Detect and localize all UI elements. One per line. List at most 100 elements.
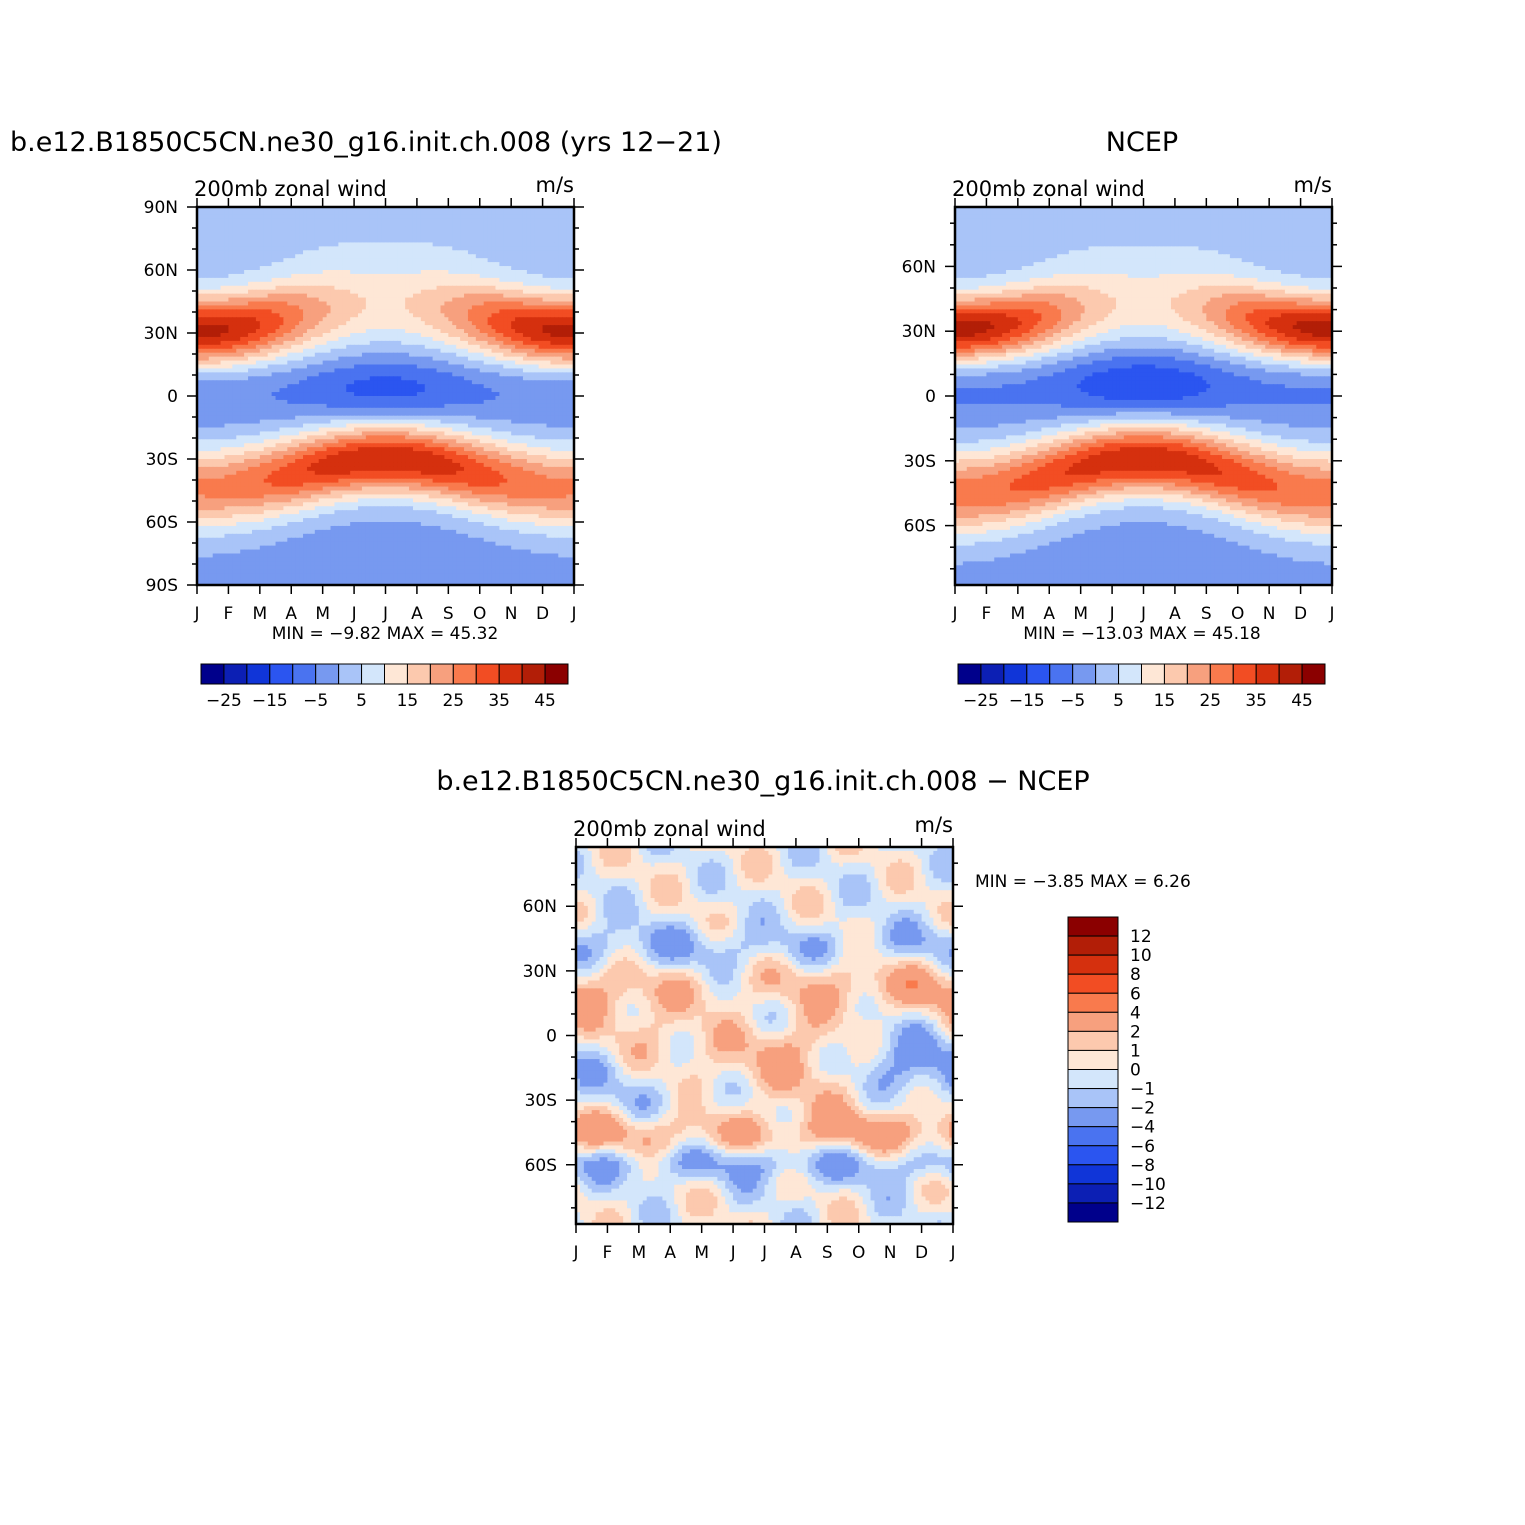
- contour-cell: [530, 348, 536, 354]
- contour-cell: [361, 258, 367, 263]
- contour-cell: [377, 305, 383, 310]
- contour-cell: [479, 262, 485, 267]
- contour-cell: [275, 403, 281, 409]
- contour-cell: [369, 399, 375, 405]
- contour-cell: [216, 230, 222, 236]
- contour-cell: [464, 301, 469, 307]
- contour-cell: [562, 313, 567, 318]
- contour-cell: [467, 368, 473, 373]
- contour-cell: [401, 352, 406, 358]
- contour-cell: [487, 372, 493, 377]
- contour-cell: [220, 242, 226, 247]
- contour-cell: [275, 242, 281, 247]
- contour-cell: [200, 309, 206, 314]
- contour-cell: [467, 289, 473, 295]
- contour-cell: [546, 407, 552, 413]
- contour-cell: [416, 356, 422, 362]
- contour-cell: [566, 214, 571, 220]
- contour-cell: [236, 403, 241, 409]
- contour-cell: [479, 254, 485, 259]
- contour-cell: [358, 317, 363, 322]
- contour-cell: [436, 297, 442, 303]
- contour-cell: [507, 360, 512, 366]
- contour-cell: [310, 380, 316, 385]
- contour-cell: [232, 281, 237, 287]
- contour-cell: [424, 399, 430, 405]
- contour-cell: [483, 301, 489, 307]
- contour-cell: [240, 380, 245, 385]
- contour-cell: [570, 234, 574, 240]
- contour-cell: [275, 396, 281, 401]
- contour-cell: [295, 289, 300, 295]
- contour-cell: [479, 273, 485, 279]
- contour-cell: [303, 246, 308, 251]
- contour-cell: [251, 317, 257, 322]
- contour-cell: [448, 356, 453, 362]
- contour-cell: [200, 238, 206, 244]
- contour-cell: [483, 218, 489, 224]
- contour-cell: [479, 392, 485, 397]
- contour-cell: [303, 340, 308, 346]
- contour-cell: [428, 368, 434, 373]
- contour-cell: [432, 297, 438, 303]
- contour-cell: [271, 222, 277, 228]
- contour-cell: [259, 297, 265, 303]
- contour-cell: [412, 218, 418, 224]
- contour-cell: [310, 297, 316, 303]
- contour-cell: [299, 309, 304, 314]
- contour-cell: [248, 266, 253, 271]
- contour-cell: [409, 407, 414, 413]
- contour-cell: [251, 399, 257, 405]
- contour-cell: [487, 407, 493, 413]
- contour-cell: [385, 262, 391, 267]
- contour-cell: [444, 309, 449, 314]
- contour-cell: [495, 407, 500, 413]
- contour-cell: [397, 321, 402, 326]
- contour-cell: [562, 301, 567, 307]
- contour-cell: [412, 238, 418, 244]
- contour-cell: [409, 277, 414, 283]
- contour-cell: [263, 399, 269, 405]
- contour-cell: [424, 313, 430, 318]
- contour-cell: [279, 234, 284, 240]
- contour-cell: [460, 309, 465, 314]
- contour-cell: [440, 285, 446, 291]
- contour-cell: [240, 234, 245, 240]
- contour-cell: [275, 380, 281, 385]
- contour-cell: [208, 313, 214, 318]
- contour-cell: [389, 266, 394, 271]
- contour-cell: [448, 289, 453, 295]
- contour-cell: [566, 392, 571, 397]
- contour-cell: [440, 293, 446, 299]
- contour-cell: [436, 372, 442, 377]
- contour-cell: [200, 407, 206, 413]
- contour-cell: [409, 372, 414, 377]
- contour-cell: [208, 344, 214, 350]
- contour-cell: [200, 356, 206, 362]
- contour-cell: [259, 305, 265, 310]
- contour-cell: [318, 340, 324, 346]
- contour-cell: [200, 321, 206, 326]
- contour-cell: [495, 336, 500, 342]
- contour-cell: [464, 246, 469, 251]
- contour-cell: [570, 392, 574, 397]
- contour-cell: [369, 360, 375, 366]
- contour-cell: [393, 207, 398, 212]
- contour-cell: [471, 214, 477, 220]
- contour-cell: [550, 297, 555, 303]
- contour-cell: [350, 277, 355, 283]
- contour-cell: [526, 333, 532, 338]
- contour-cell: [522, 250, 528, 255]
- contour-cell: [224, 336, 230, 342]
- contour-cell: [507, 352, 512, 358]
- contour-cell: [334, 301, 339, 307]
- contour-cell: [558, 384, 563, 389]
- contour-cell: [566, 396, 571, 401]
- contour-cell: [436, 364, 442, 370]
- contour-cell: [479, 372, 485, 377]
- contour-cell: [244, 317, 249, 322]
- contour-cell: [393, 325, 398, 330]
- contour-cell: [326, 309, 332, 314]
- contour-cell: [562, 277, 567, 283]
- contour-cell: [314, 352, 320, 358]
